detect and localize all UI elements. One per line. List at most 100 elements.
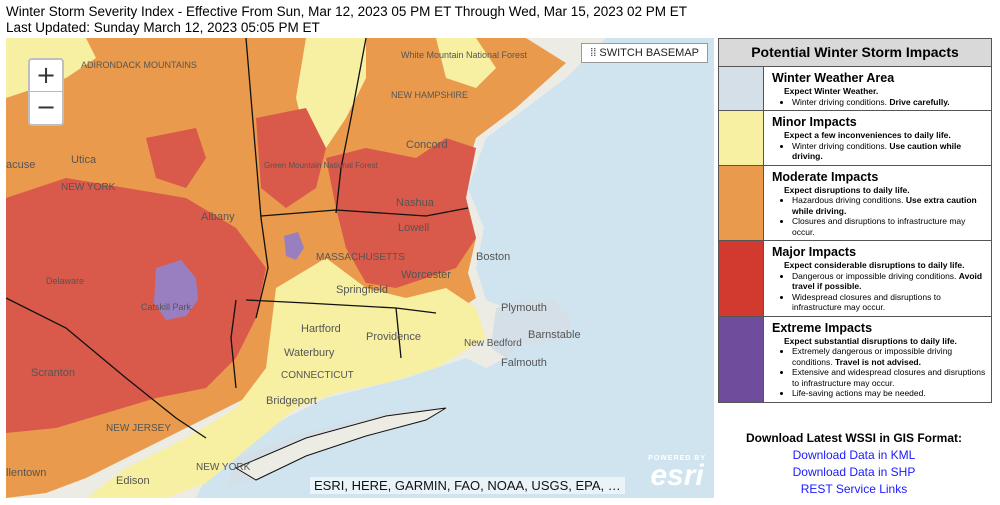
- legend-title: Potential Winter Storm Impacts: [719, 39, 991, 67]
- legend-swatch: [719, 165, 764, 240]
- zoom-in-button[interactable]: +: [30, 60, 62, 92]
- esri-powered-by: POWERED BY: [648, 455, 706, 462]
- label-new-york-city: NEW YORK: [196, 462, 251, 473]
- zone-major-west: [6, 178, 266, 433]
- legend-item-bullet: Extensive and widespread closures and di…: [792, 367, 987, 388]
- legend-item-bullet: Dangerous or impossible driving conditio…: [792, 271, 987, 292]
- label-adirondack: ADIRONDACK MOUNTAINS: [81, 60, 197, 70]
- legend-item: Winter Weather Area Expect Winter Weather…: [719, 67, 991, 111]
- label-barnstable: Barnstable: [528, 329, 581, 341]
- zone-extreme-catskill: [154, 260, 198, 320]
- page-title: Winter Storm Severity Index - Effective …: [6, 4, 688, 19]
- label-allentown: llentown: [6, 467, 46, 479]
- zone-major-east: [326, 138, 476, 288]
- legend-item: Extreme Impacts Expect substantial disrup…: [719, 316, 991, 402]
- label-bridgeport: Bridgeport: [266, 395, 317, 407]
- legend-item-name: Winter Weather Area: [772, 71, 895, 85]
- download-shp-link[interactable]: Download Data in SHP: [792, 465, 916, 479]
- download-kml-link[interactable]: Download Data in KML: [792, 448, 916, 462]
- label-utica: Utica: [71, 154, 97, 166]
- map-attribution[interactable]: ESRI, HERE, GARMIN, FAO, NOAA, USGS, EPA…: [310, 477, 625, 494]
- label-waterbury: Waterbury: [284, 347, 335, 359]
- label-edison: Edison: [116, 475, 150, 487]
- impact-legend: Potential Winter Storm Impacts Winter We…: [718, 38, 992, 403]
- grid-icon: ⁞⁞: [590, 47, 600, 59]
- legend-text: Moderate Impacts Expect disruptions to da…: [764, 166, 991, 241]
- legend-item-name: Moderate Impacts: [772, 169, 879, 184]
- label-white-mtn: White Mountain National Forest: [401, 50, 528, 60]
- label-falmouth: Falmouth: [501, 357, 547, 369]
- legend-item-bullet: Widespread closures and disruptions to i…: [792, 292, 987, 313]
- label-springfield: Springfield: [336, 284, 388, 296]
- legend-item-name: Major Impacts: [772, 245, 857, 259]
- label-new-hampshire: NEW HAMPSHIRE: [391, 90, 468, 100]
- label-new-jersey: NEW JERSEY: [106, 423, 171, 434]
- label-lowell: Lowell: [398, 222, 429, 234]
- zone-winter-cape: [491, 300, 572, 358]
- esri-wordmark: esri: [650, 459, 704, 492]
- legend-item-expect: Expect disruptions to daily life.: [784, 184, 910, 195]
- legend-item-bullet: Hazardous driving conditions. Use extra …: [792, 195, 987, 216]
- legend-swatch: [719, 67, 764, 110]
- legend-item-expect: Expect substantial disruptions to daily …: [784, 335, 957, 346]
- label-catskill: Catskill Park: [141, 302, 192, 312]
- label-massachusetts: MASSACHUSETTS: [316, 252, 405, 263]
- label-hartford: Hartford: [301, 323, 341, 335]
- state-borders: [6, 38, 469, 439]
- map-canvas: ADIRONDACK MOUNTAINS White Mountain Nati…: [6, 38, 714, 498]
- switch-basemap-button[interactable]: ⁞⁞ SWITCH BASEMAP: [581, 43, 708, 63]
- zone-minor-central: [296, 38, 366, 148]
- map-labels: ADIRONDACK MOUNTAINS White Mountain Nati…: [6, 50, 581, 487]
- zone-extreme-berkshire: [284, 232, 304, 260]
- map-view[interactable]: ADIRONDACK MOUNTAINS White Mountain Nati…: [6, 38, 714, 498]
- legend-item-name: Extreme Impacts: [772, 320, 873, 335]
- label-providence: Providence: [366, 331, 421, 343]
- legend-swatch: [719, 316, 764, 402]
- label-syracuse: acuse: [6, 159, 35, 171]
- legend-item: Major Impacts Expect considerable disrupt…: [719, 241, 991, 317]
- label-green-mtn: Green Mountain National Forest: [264, 161, 379, 170]
- legend-item-bullet: Life-saving actions may be needed.: [792, 388, 987, 399]
- legend-text: Major Impacts Expect considerable disrupt…: [764, 241, 991, 316]
- label-connecticut: CONNECTICUT: [281, 370, 354, 381]
- label-new-bedford: New Bedford: [464, 338, 522, 349]
- legend-item-expect: Expect a few inconveniences to daily lif…: [784, 130, 951, 140]
- legend-item-bullet: Winter driving conditions. Drive careful…: [792, 97, 950, 108]
- zoom-control: + −: [28, 58, 64, 126]
- legend-text: Winter Weather Area Expect Winter Weather…: [764, 67, 954, 110]
- label-delaware: Delaware: [46, 276, 84, 286]
- rest-service-link[interactable]: REST Service Links: [800, 482, 908, 496]
- legend-item-bullet: Extremely dangerous or impossible drivin…: [792, 346, 987, 367]
- legend-swatch: [719, 111, 764, 165]
- legend-text: Minor Impacts Expect a few inconveniences…: [764, 111, 991, 165]
- label-boston: Boston: [476, 251, 510, 263]
- zoom-out-button[interactable]: −: [35, 93, 57, 121]
- legend-swatch: [719, 241, 764, 316]
- long-island: [234, 407, 447, 481]
- esri-logo[interactable]: POWERED BY esri: [648, 455, 706, 492]
- zone-major-vt: [256, 108, 326, 208]
- zone-minor-south: [86, 258, 486, 498]
- legend-item: Moderate Impacts Expect disruptions to da…: [719, 165, 991, 241]
- downloads-panel: Download Latest WSSI in GIS Format: Down…: [718, 430, 990, 498]
- label-new-york-state: NEW YORK: [61, 182, 116, 193]
- label-nashua: Nashua: [396, 197, 435, 209]
- legend-text: Extreme Impacts Expect substantial disrup…: [764, 317, 991, 402]
- label-worcester: Worcester: [401, 269, 451, 281]
- label-concord: Concord: [406, 139, 448, 151]
- last-updated: Last Updated: Sunday March 12, 2023 05:0…: [6, 20, 320, 35]
- label-scranton: Scranton: [31, 367, 75, 379]
- zone-major-north: [146, 128, 206, 188]
- label-plymouth: Plymouth: [501, 302, 547, 314]
- legend-item-bullet: Winter driving conditions. Use caution w…: [792, 141, 987, 162]
- zone-minor-ne: [436, 38, 496, 88]
- legend-item-bullet: Closures and disruptions to infrastructu…: [792, 216, 987, 237]
- switch-basemap-label: SWITCH BASEMAP: [599, 47, 699, 59]
- page-header: Winter Storm Severity Index - Effective …: [6, 4, 687, 36]
- legend-item-expect: Expect Winter Weather.: [784, 86, 879, 96]
- downloads-title: Download Latest WSSI in GIS Format:: [745, 431, 962, 445]
- label-albany: Albany: [201, 211, 235, 223]
- legend-item: Minor Impacts Expect a few inconveniences…: [719, 111, 991, 166]
- legend-item-name: Minor Impacts: [772, 115, 857, 129]
- legend-item-expect: Expect considerable disruptions to daily…: [784, 260, 965, 270]
